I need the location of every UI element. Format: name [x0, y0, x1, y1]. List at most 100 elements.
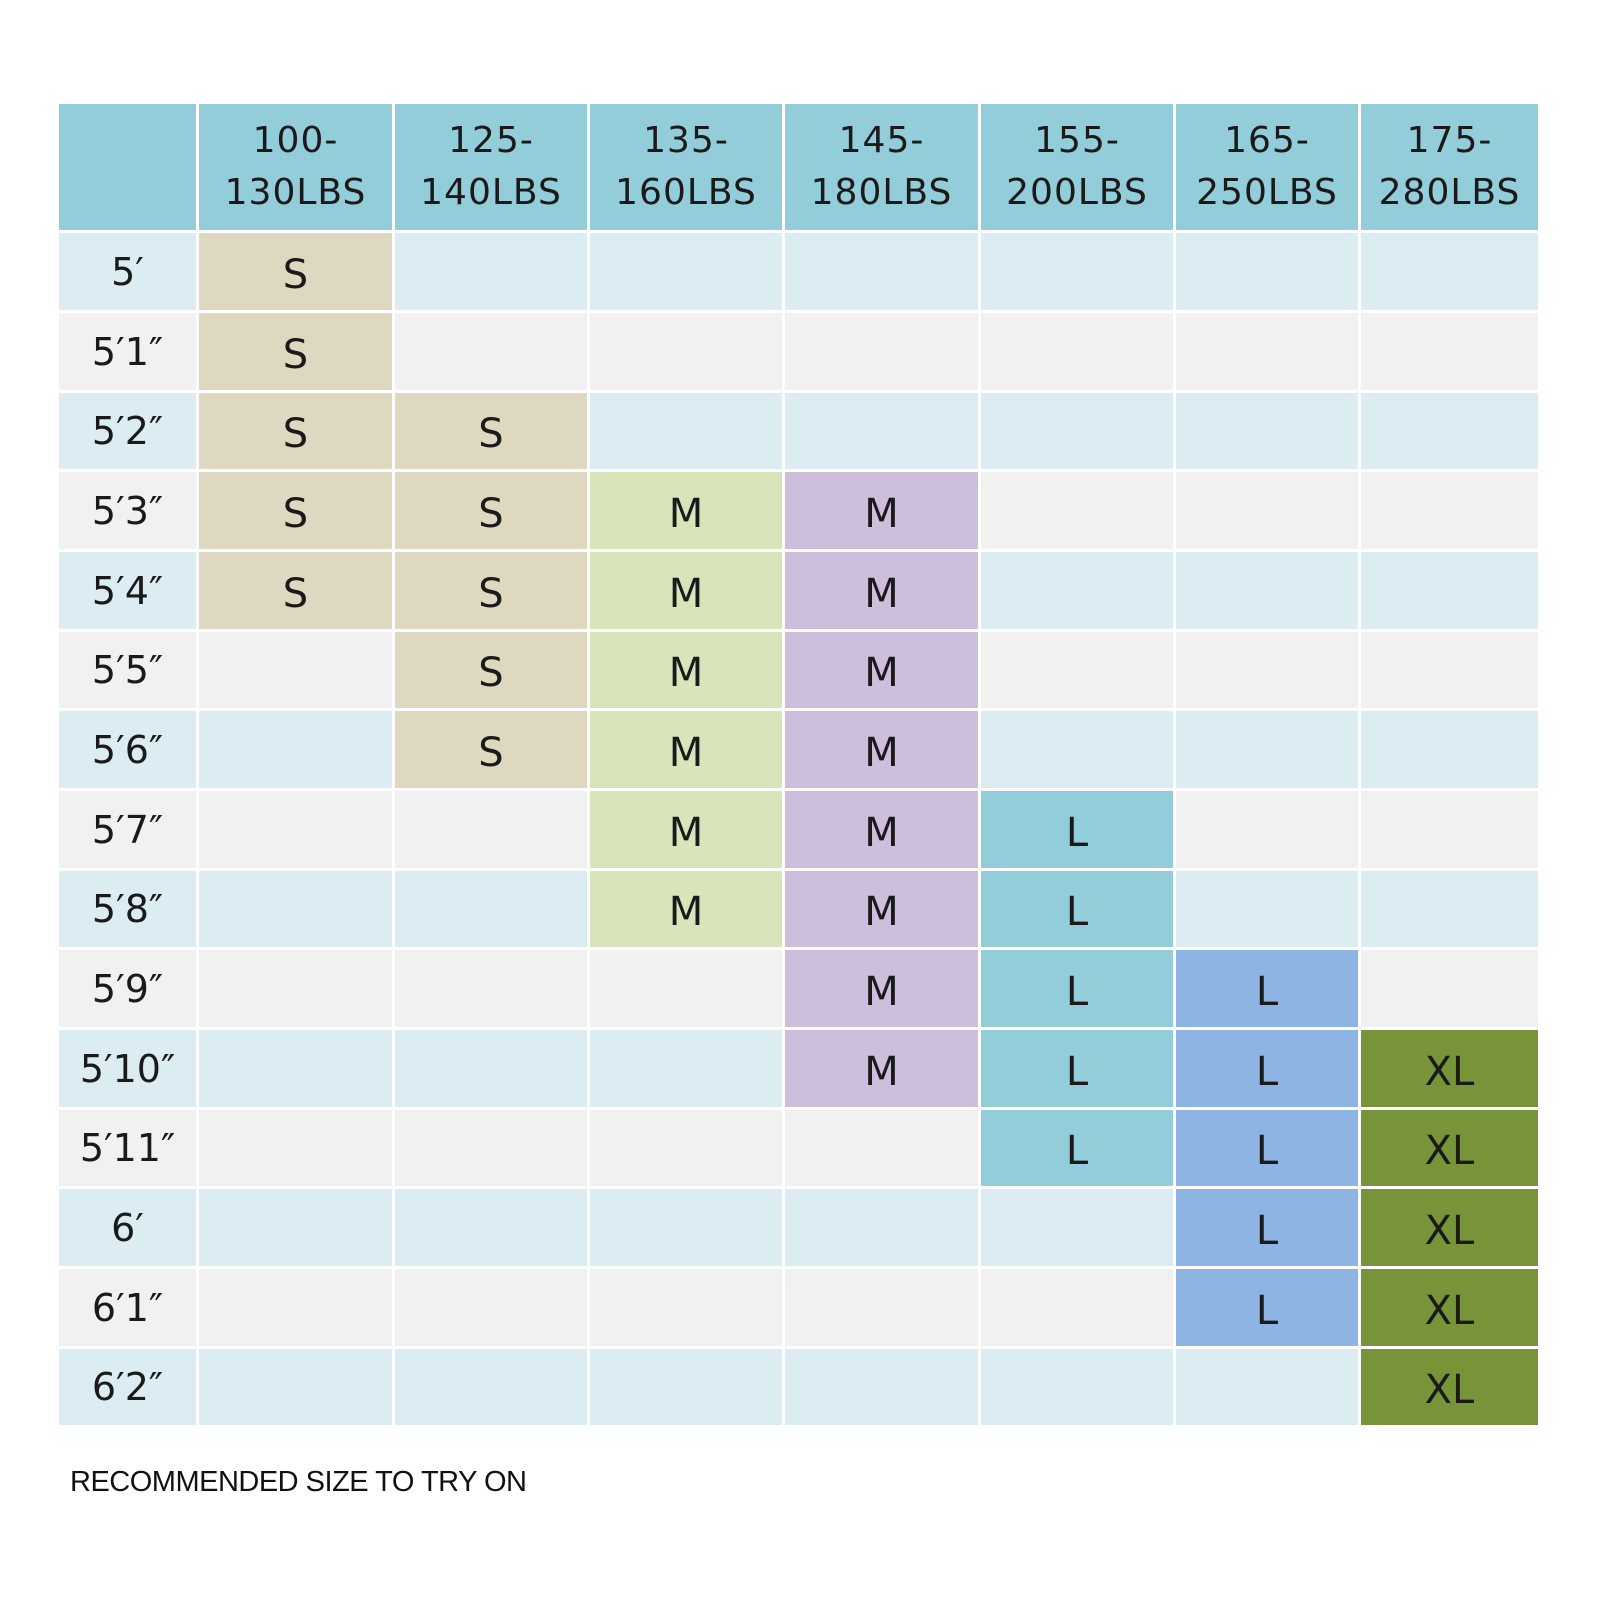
weight-column-header-line: 125-	[448, 120, 534, 161]
empty-cell	[785, 313, 978, 390]
size-cell: S	[395, 393, 587, 469]
empty-cell	[1361, 552, 1538, 629]
empty-cell	[395, 313, 587, 390]
weight-column-header: 175- 280LBS	[1361, 104, 1538, 230]
weight-column-header: 145- 180LBS	[785, 104, 978, 230]
size-cell: S	[395, 711, 587, 788]
size-cell: M	[785, 791, 978, 868]
empty-cell	[981, 711, 1173, 788]
size-cell: XL	[1361, 1189, 1538, 1266]
height-row-label: 6′2″	[59, 1349, 196, 1425]
empty-cell	[590, 1189, 782, 1266]
empty-cell	[1176, 472, 1358, 549]
empty-cell	[395, 791, 587, 868]
empty-cell	[1361, 393, 1538, 469]
size-cell: L	[981, 871, 1173, 947]
size-cell: M	[590, 791, 782, 868]
height-row-label: 5′5″	[59, 632, 196, 708]
empty-cell	[981, 632, 1173, 708]
empty-cell	[981, 313, 1173, 390]
weight-column-header-line: 145-	[838, 120, 925, 161]
empty-cell	[199, 1269, 392, 1346]
empty-cell	[1176, 711, 1358, 788]
size-cell: M	[785, 632, 978, 708]
empty-cell	[981, 1269, 1173, 1346]
empty-cell	[1361, 472, 1538, 549]
size-cell: XL	[1361, 1030, 1538, 1107]
size-cell: S	[199, 552, 392, 629]
weight-column-header: 100- 130LBS	[199, 104, 392, 230]
empty-cell	[1176, 632, 1358, 708]
empty-cell	[199, 791, 392, 868]
height-row-label: 5′3″	[59, 472, 196, 549]
empty-cell	[981, 552, 1173, 629]
size-cell: M	[590, 632, 782, 708]
weight-column-header-line: 135-	[643, 120, 729, 161]
empty-cell	[590, 393, 782, 469]
height-row-label: 5′2″	[59, 393, 196, 469]
empty-cell	[1176, 791, 1358, 868]
empty-cell	[1361, 711, 1538, 788]
weight-column-header-line: 200LBS	[1006, 172, 1148, 213]
weight-column-header: 135- 160LBS	[590, 104, 782, 230]
empty-cell	[981, 1189, 1173, 1266]
empty-cell	[785, 393, 978, 469]
weight-column-header-line: 250LBS	[1196, 172, 1338, 213]
size-cell: L	[981, 1030, 1173, 1107]
size-cell: S	[199, 313, 392, 390]
empty-cell	[1361, 632, 1538, 708]
empty-cell	[1361, 233, 1538, 310]
height-row-label: 5′11″	[59, 1110, 196, 1186]
weight-column-header-line: 140LBS	[420, 172, 562, 213]
height-row-label: 6′	[59, 1189, 196, 1266]
size-cell: M	[785, 871, 978, 947]
weight-column-header-line: 160LBS	[615, 172, 757, 213]
size-cell: M	[785, 552, 978, 629]
height-row-label: 5′4″	[59, 552, 196, 629]
empty-cell	[981, 393, 1173, 469]
empty-cell	[199, 1030, 392, 1107]
size-cell: L	[1176, 1269, 1358, 1346]
empty-cell	[785, 233, 978, 310]
size-cell: S	[395, 472, 587, 549]
weight-column-header: 125- 140LBS	[395, 104, 587, 230]
size-cell: S	[395, 552, 587, 629]
empty-cell	[199, 1349, 392, 1425]
empty-cell	[1361, 313, 1538, 390]
empty-cell	[395, 1349, 587, 1425]
size-cell: XL	[1361, 1349, 1538, 1425]
size-cell: L	[1176, 1110, 1358, 1186]
height-row-label: 5′8″	[59, 871, 196, 947]
size-cell: S	[395, 632, 587, 708]
empty-cell	[1176, 233, 1358, 310]
height-row-label: 5′1″	[59, 313, 196, 390]
empty-cell	[199, 1189, 392, 1266]
empty-cell	[199, 1110, 392, 1186]
size-cell: M	[785, 472, 978, 549]
empty-cell	[1176, 313, 1358, 390]
height-row-label: 6′1″	[59, 1269, 196, 1346]
size-cell: M	[590, 552, 782, 629]
empty-cell	[981, 1349, 1173, 1425]
size-cell: M	[590, 711, 782, 788]
weight-column-header-line: 130LBS	[224, 172, 367, 213]
size-cell: S	[199, 393, 392, 469]
size-cell: L	[981, 791, 1173, 868]
size-cell: L	[1176, 1189, 1358, 1266]
empty-cell	[1176, 393, 1358, 469]
empty-cell	[590, 1030, 782, 1107]
size-cell: L	[981, 1110, 1173, 1186]
empty-cell	[1176, 552, 1358, 629]
empty-cell	[590, 1269, 782, 1346]
weight-column-header-line: 175-	[1406, 120, 1493, 161]
size-cell: L	[981, 950, 1173, 1027]
weight-column-header: 165- 250LBS	[1176, 104, 1358, 230]
empty-cell	[395, 1189, 587, 1266]
empty-cell	[590, 1349, 782, 1425]
empty-cell	[1361, 791, 1538, 868]
empty-cell	[590, 950, 782, 1027]
weight-column-header-line: 155-	[1034, 120, 1120, 161]
size-cell: M	[590, 472, 782, 549]
empty-cell	[395, 1269, 587, 1346]
header-corner-cell	[59, 104, 196, 230]
